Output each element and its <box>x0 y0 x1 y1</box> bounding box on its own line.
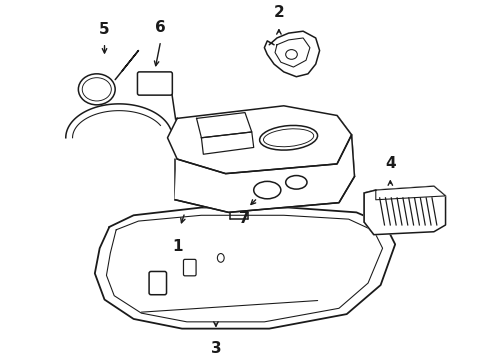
Polygon shape <box>95 207 395 329</box>
Ellipse shape <box>254 181 281 199</box>
Polygon shape <box>376 186 445 200</box>
Text: 6: 6 <box>155 20 166 35</box>
Ellipse shape <box>78 74 115 105</box>
Polygon shape <box>175 135 354 212</box>
Polygon shape <box>168 106 351 174</box>
Ellipse shape <box>286 176 307 189</box>
Polygon shape <box>265 31 319 77</box>
Text: 5: 5 <box>99 22 110 37</box>
Text: 3: 3 <box>211 341 221 356</box>
Text: 7: 7 <box>239 211 249 226</box>
Ellipse shape <box>260 125 318 150</box>
Text: 1: 1 <box>172 239 182 253</box>
Polygon shape <box>201 132 254 154</box>
Polygon shape <box>364 186 445 235</box>
Text: 4: 4 <box>385 156 395 171</box>
Polygon shape <box>196 113 252 138</box>
Text: 2: 2 <box>273 5 284 19</box>
FancyBboxPatch shape <box>138 72 172 95</box>
